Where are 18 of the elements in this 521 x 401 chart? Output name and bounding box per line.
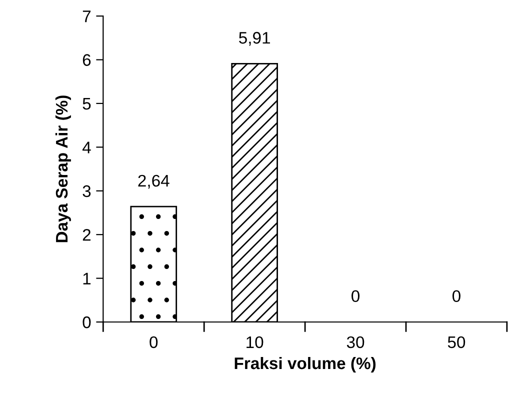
y-axis-title: Daya Serap Air (%) (55, 96, 71, 242)
y-tick-label: 1 (83, 272, 91, 284)
data-label: 5,91 (239, 32, 270, 46)
x-tick-label: 30 (346, 336, 364, 348)
y-tick-label: 4 (82, 142, 91, 154)
x-tick-label: 50 (448, 336, 466, 348)
y-tick-label: 2 (82, 228, 91, 241)
y-tick-label: 3 (82, 185, 91, 198)
y-tick-label: 0 (82, 316, 91, 328)
x-tick-label: 10 (246, 336, 264, 348)
y-tick-label: 5 (82, 98, 91, 110)
y-tick-label: 7 (82, 10, 91, 22)
data-label: 0 (352, 290, 360, 302)
data-label: 0 (452, 290, 460, 302)
y-tick-label: 6 (82, 54, 91, 66)
x-axis-title: Fraksi volume (%) (234, 356, 376, 373)
x-tick-label: 0 (150, 336, 158, 348)
data-label: 2,64 (138, 174, 170, 189)
